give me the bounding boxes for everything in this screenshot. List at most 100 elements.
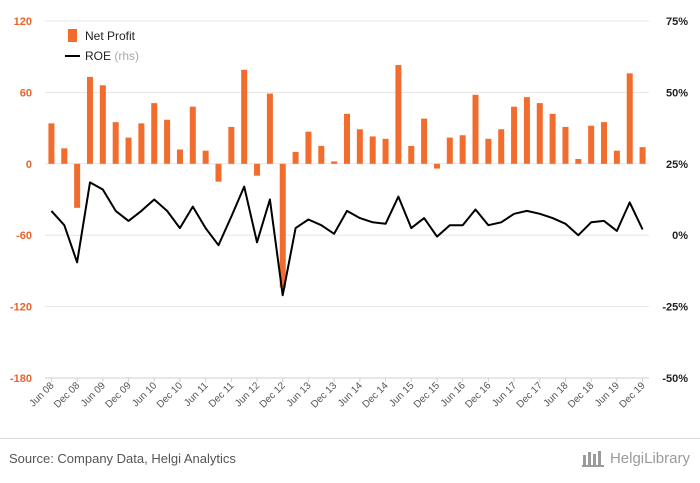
net-profit-bar (485, 138, 492, 164)
right-axis: 75% 50% 25% 0% -25% -50% (662, 16, 688, 385)
net-profit-bar (536, 103, 543, 164)
legend-net-profit-label: Net Profit (85, 29, 136, 43)
x-tick-label: Dec 08 (52, 380, 82, 410)
right-tick-label: 25% (666, 159, 688, 171)
net-profit-bar (369, 136, 376, 164)
net-profit-bar (421, 118, 428, 164)
net-profit-bar (433, 163, 440, 169)
net-profit-bar (48, 123, 55, 164)
legend-net-profit-swatch (68, 29, 77, 42)
x-tick-label: Dec 09 (103, 380, 133, 410)
net-profit-bar (408, 145, 415, 164)
logo-text: HelgiLibrary (609, 449, 690, 467)
helgi-library-logo: HelgiLibrary (581, 449, 690, 467)
x-tick-label: Dec 10 (155, 380, 185, 410)
net-profit-bar (523, 97, 530, 164)
net-profit-bar (575, 159, 582, 164)
x-tick-label: Dec 19 (618, 380, 648, 410)
net-profit-bar (613, 150, 620, 164)
x-tick-label: Dec 12 (258, 380, 288, 410)
net-profit-bar (331, 161, 338, 164)
x-tick-label: Dec 14 (360, 380, 390, 410)
right-tick-label: 75% (666, 16, 688, 28)
net-profit-bar (344, 113, 350, 164)
net-profit-bar (446, 137, 453, 164)
x-tick-label: Dec 17 (515, 380, 545, 410)
legend-roe-label: ROE (rhs) (85, 49, 139, 63)
net-profit-bar (189, 106, 196, 164)
legend: Net Profit ROE (rhs) (65, 29, 139, 63)
net-profit-bar (202, 150, 209, 164)
net-profit-bar (99, 85, 106, 164)
x-tick-label: Jun 12 (233, 380, 262, 409)
net-profit-bar (472, 94, 479, 164)
net-profit-bar (459, 135, 466, 164)
x-tick-label: Dec 18 (566, 380, 596, 410)
source-note: Source: Company Data, Helgi Analytics (9, 451, 236, 466)
net-profit-bar (86, 76, 93, 164)
x-tick-label: Dec 15 (412, 380, 442, 410)
net-profit-bar (356, 129, 363, 164)
x-tick-label: Jun 10 (130, 380, 159, 409)
x-tick-label: Jun 19 (593, 380, 622, 409)
net-profit-bar (241, 69, 248, 164)
left-tick-label: -120 (10, 302, 32, 314)
net-profit-bars (48, 65, 646, 288)
x-tick-label: Jun 09 (79, 380, 108, 409)
right-tick-label: 50% (666, 87, 688, 99)
net-profit-bar (279, 163, 286, 288)
net-profit-bar (292, 151, 299, 164)
net-profit-bar (601, 122, 608, 164)
net-profit-bar (61, 148, 68, 164)
x-tick-label: Dec 16 (463, 380, 493, 410)
legend-roe-suffix: (rhs) (114, 49, 139, 63)
x-tick-label: Jun 17 (490, 380, 519, 409)
x-tick-label: Jun 11 (182, 380, 211, 409)
net-profit-bar (626, 73, 633, 164)
left-axis: 120 60 0 -60 -120 -180 (10, 16, 32, 385)
net-profit-bar (215, 163, 222, 182)
net-profit-bar (511, 106, 518, 164)
right-tick-label: -25% (662, 302, 688, 314)
net-profit-bar (266, 93, 273, 164)
left-tick-label: 60 (20, 87, 32, 99)
grid-lines (45, 20, 649, 379)
right-tick-label: -50% (662, 373, 688, 385)
left-tick-label: 120 (14, 16, 32, 28)
net-profit-bar (125, 137, 132, 164)
net-profit-bar (318, 145, 325, 164)
net-profit-bar (549, 113, 556, 164)
net-profit-bar (588, 125, 595, 164)
net-profit-bar (112, 122, 119, 164)
net-profit-bar (74, 163, 81, 208)
x-tick-label: Dec 13 (309, 380, 339, 410)
net-profit-bar (382, 138, 389, 164)
net-profit-bar (151, 103, 158, 164)
net-profit-bar (498, 129, 505, 164)
footer-divider (0, 438, 700, 439)
net-profit-bar (305, 131, 312, 164)
x-tick-label: Jun 18 (542, 380, 571, 409)
left-tick-label: 0 (26, 159, 32, 171)
library-icon (581, 451, 604, 467)
right-tick-label: 0% (672, 230, 688, 242)
net-profit-bar (176, 149, 183, 164)
roe-line-series (50, 181, 644, 297)
net-profit-bar (395, 65, 402, 164)
combo-chart: 120 60 0 -60 -120 -180 75% 50% 25% 0% -25% -50% Ju… (10, 16, 688, 411)
net-profit-bar (228, 126, 235, 164)
roe-line (50, 181, 644, 297)
net-profit-bar (138, 123, 145, 164)
x-tick-label: Jun 15 (387, 380, 416, 409)
x-tick-label: Jun 16 (439, 380, 468, 409)
net-profit-bar (639, 147, 646, 164)
net-profit-bar (164, 119, 171, 164)
x-tick-label: Dec 11 (207, 380, 237, 410)
net-profit-bar (254, 163, 261, 176)
x-tick-label: Jun 13 (285, 380, 314, 409)
left-tick-label: -180 (10, 373, 32, 385)
x-tick-label: Jun 14 (336, 380, 365, 409)
left-tick-label: -60 (16, 230, 32, 242)
net-profit-bar (562, 126, 569, 164)
